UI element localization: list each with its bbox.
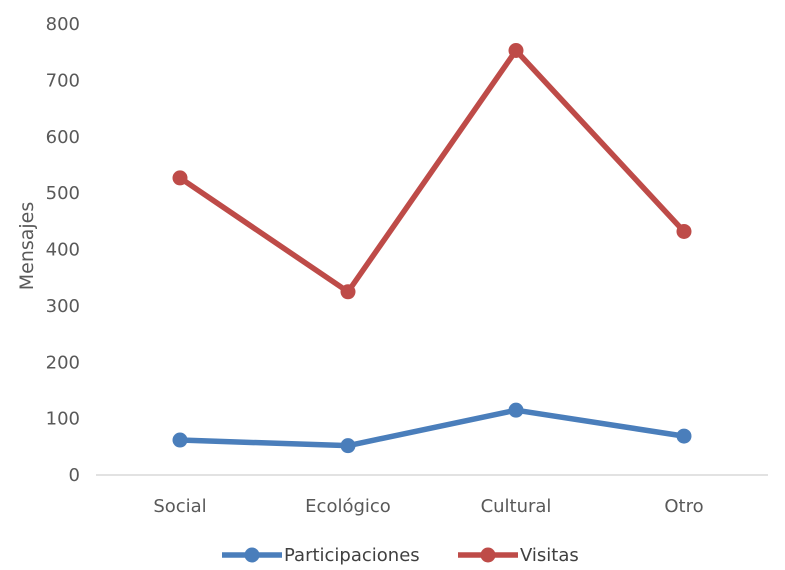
y-tick-label: 100 <box>46 409 80 430</box>
data-point <box>172 432 188 448</box>
series-layer <box>172 42 692 454</box>
y-tick-label: 200 <box>46 352 80 373</box>
y-tick-label: 600 <box>46 127 80 148</box>
legend-label: Visitas <box>520 545 579 566</box>
x-tick-label: Social <box>153 496 206 517</box>
legend-label: Participaciones <box>284 545 420 566</box>
data-point <box>508 42 524 58</box>
legend-marker <box>480 547 496 563</box>
y-tick-label: 800 <box>46 14 80 35</box>
legend-marker <box>244 547 260 563</box>
data-point <box>676 428 692 444</box>
y-tick-label: 0 <box>69 465 80 486</box>
y-tick-label: 300 <box>46 296 80 317</box>
x-axis-ticks: Social Ecológico Cultural Otro <box>153 496 703 517</box>
x-tick-label: Cultural <box>481 496 552 517</box>
y-axis-title: Mensajes <box>16 202 38 291</box>
y-axis-ticks: 0 100 200 300 400 500 600 700 800 <box>46 14 80 486</box>
series-line <box>177 47 687 295</box>
y-tick-label: 400 <box>46 240 80 261</box>
x-tick-label: Ecológico <box>305 496 391 517</box>
legend: Participaciones Visitas <box>222 545 579 566</box>
data-point <box>340 284 356 300</box>
data-point <box>508 402 524 418</box>
series-participaciones <box>172 402 692 454</box>
y-tick-label: 700 <box>46 70 80 91</box>
series-line <box>177 407 687 449</box>
data-point <box>340 438 356 454</box>
y-tick-label: 500 <box>46 183 80 204</box>
series-visitas <box>172 42 692 300</box>
data-point <box>676 223 692 239</box>
legend-item: Visitas <box>458 545 579 566</box>
data-point <box>172 170 188 186</box>
legend-item: Participaciones <box>222 545 420 566</box>
x-tick-label: Otro <box>664 496 703 517</box>
